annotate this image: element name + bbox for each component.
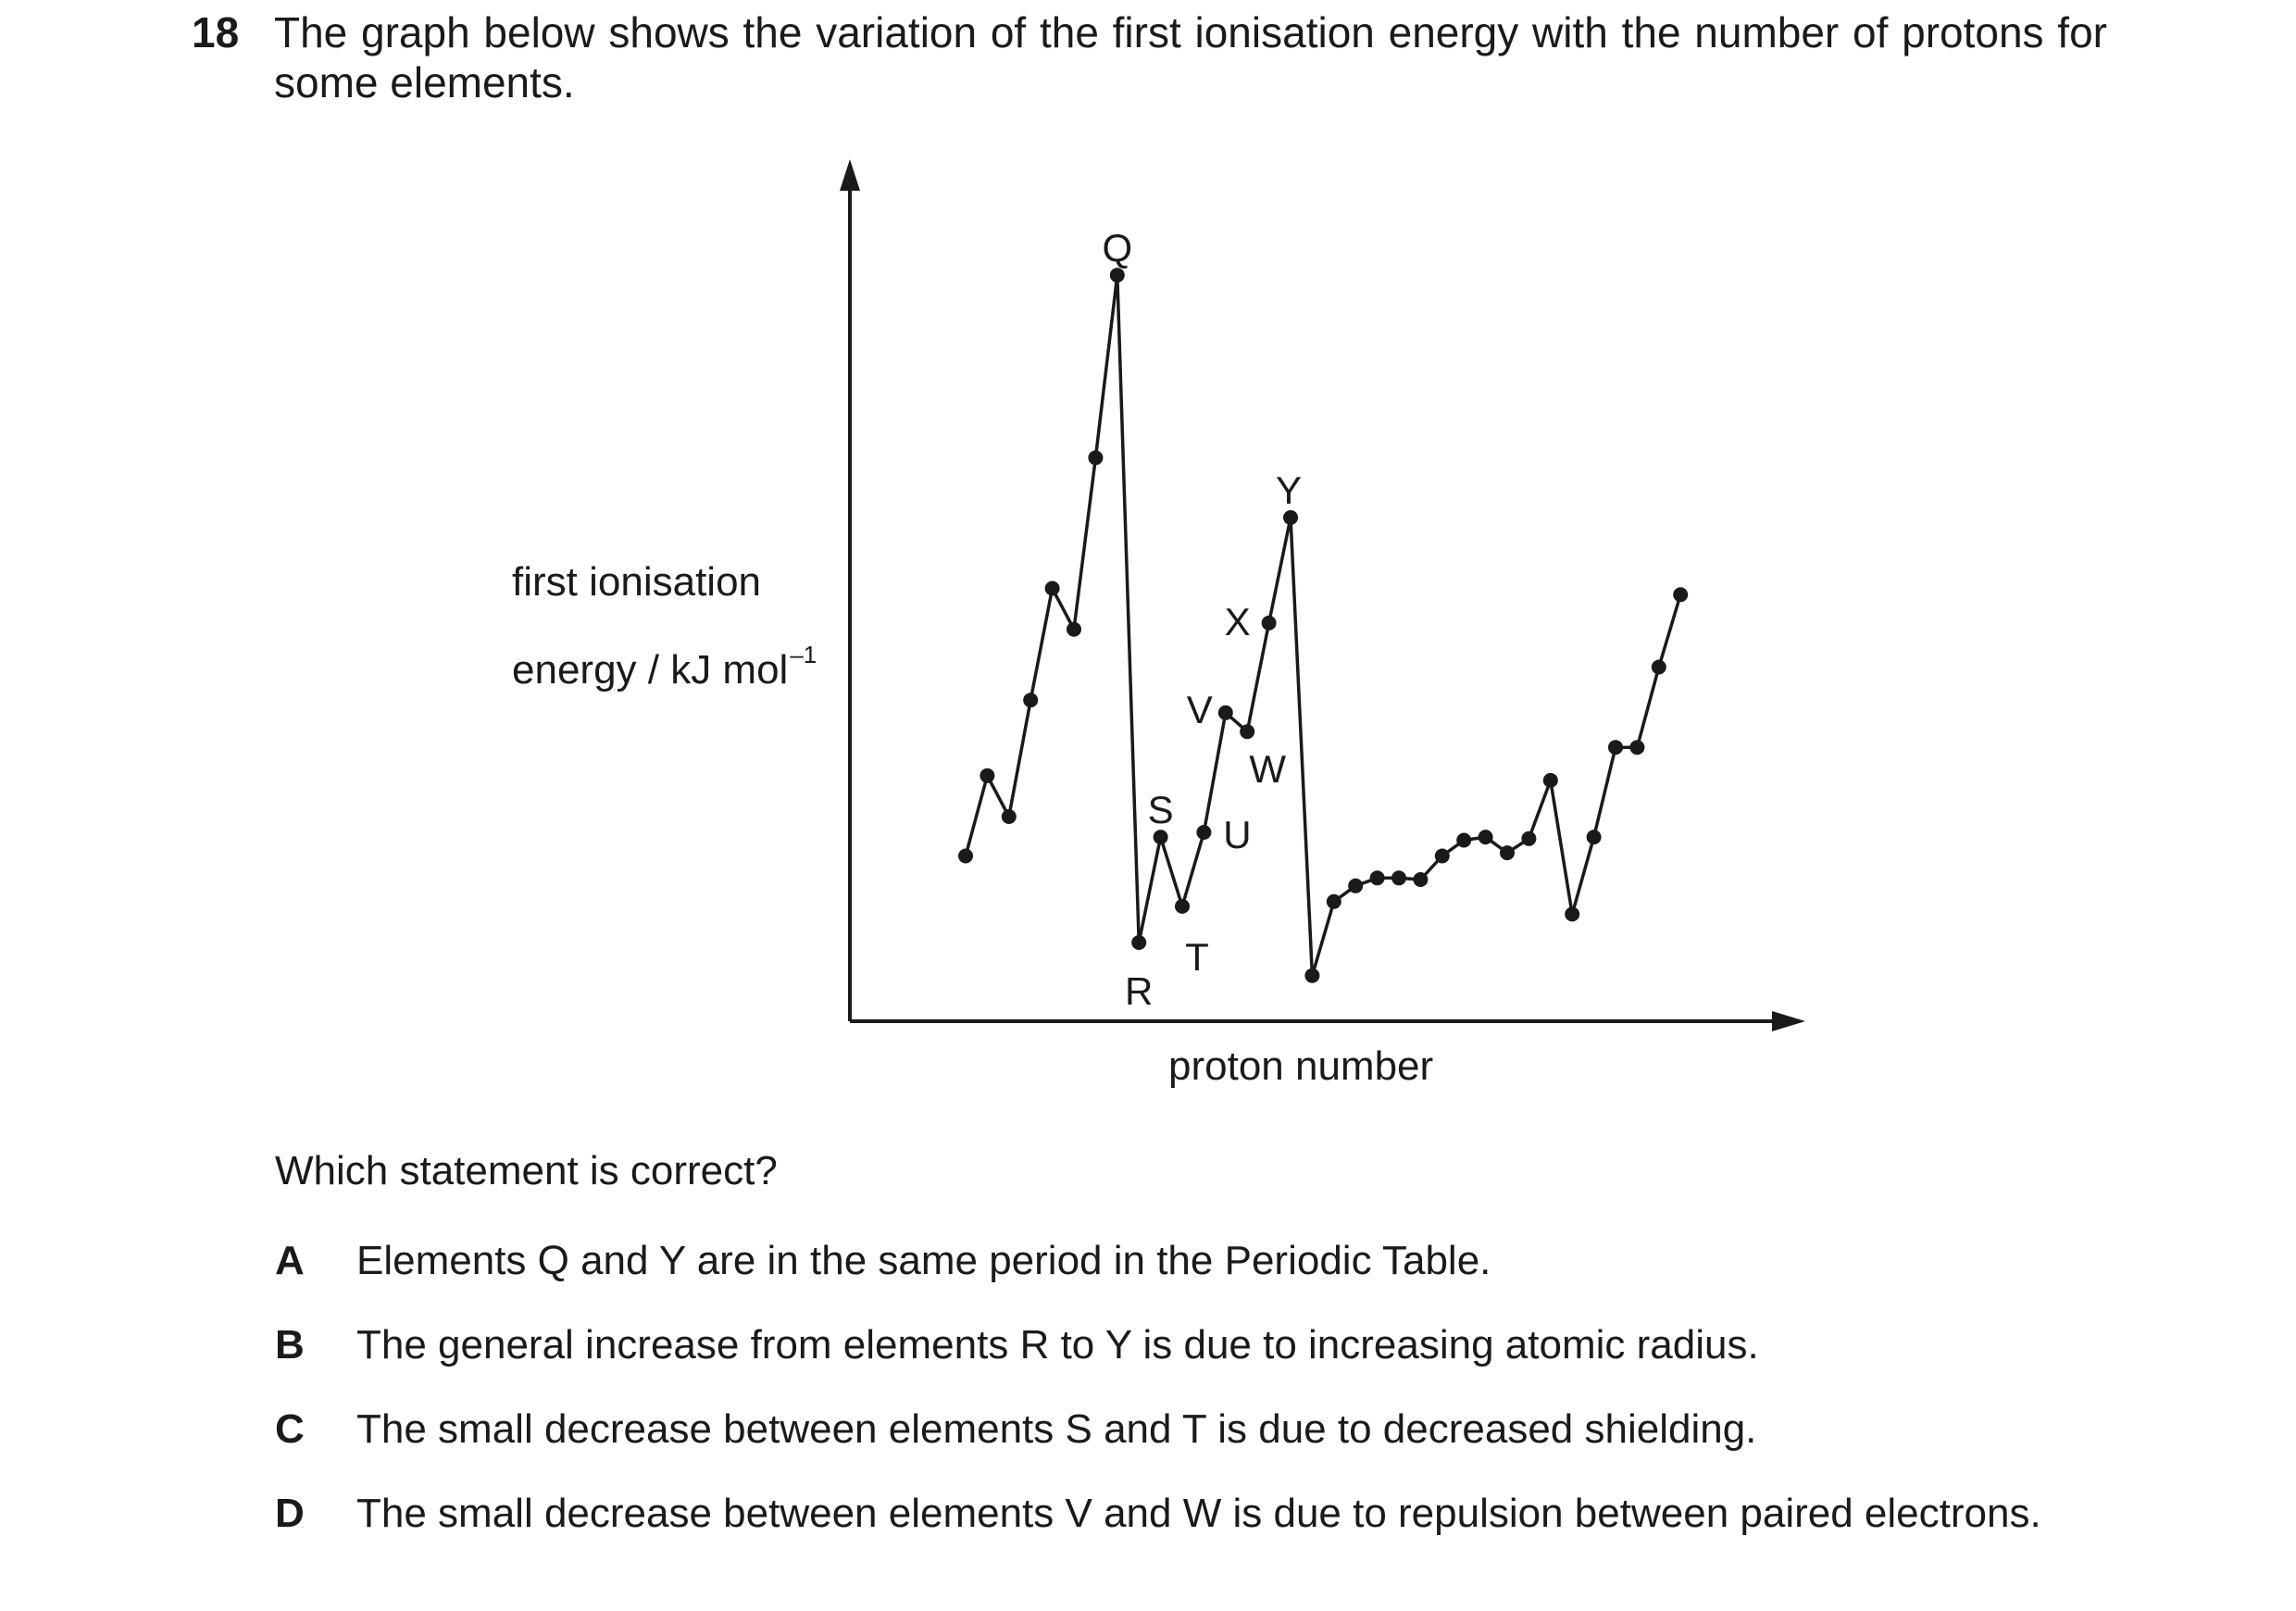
question-stem: The graph below shows the variation of t… xyxy=(274,7,2107,107)
data-point-y xyxy=(1283,510,1298,525)
data-point-1 xyxy=(958,848,973,864)
y-axis-label: first ionisation energy / kJ mol–1 xyxy=(512,546,817,706)
option-a-text: Elements Q and Y are in the same period … xyxy=(356,1238,1491,1283)
data-point-33 xyxy=(1651,659,1666,675)
option-b-text: The general increase from elements R to … xyxy=(356,1322,1759,1367)
question-stem-line-1: The graph below shows the variation of t… xyxy=(274,8,2107,56)
question-prompt: Which statement is correct? xyxy=(275,1148,778,1193)
point-label-t: T xyxy=(1185,935,1209,979)
data-point-34 xyxy=(1673,587,1689,603)
question-number: 18 xyxy=(192,8,240,56)
data-point-25 xyxy=(1478,830,1493,845)
data-point-u xyxy=(1196,825,1212,840)
data-point-21 xyxy=(1391,870,1406,886)
point-labels: Q R S T U VW X Y xyxy=(1102,226,1302,1013)
y-axis-label-line-1: first ionisation xyxy=(512,559,762,605)
data-point-28 xyxy=(1542,772,1558,788)
data-point-4 xyxy=(1023,693,1039,708)
series-line xyxy=(964,273,1682,978)
data-point-22 xyxy=(1413,872,1429,887)
option-b-letter: B xyxy=(275,1322,305,1367)
option-a-letter: A xyxy=(275,1238,305,1283)
graph-axes xyxy=(840,159,1805,1031)
point-label-s: S xyxy=(1148,788,1174,831)
data-point-s xyxy=(1153,830,1168,845)
data-point-32 xyxy=(1629,740,1645,756)
data-point-26 xyxy=(1500,845,1515,861)
option-c-text: The small decrease between elements S an… xyxy=(356,1406,1757,1452)
y-axis-arrowhead xyxy=(840,159,860,191)
data-point-7 xyxy=(1088,450,1104,466)
point-label-x: X xyxy=(1225,600,1251,643)
data-point-24 xyxy=(1456,832,1472,848)
data-point-2 xyxy=(980,768,995,783)
y-axis-label-line-2: energy / kJ mol–1 xyxy=(512,618,817,706)
option-d-letter: D xyxy=(275,1491,305,1536)
data-point-20 xyxy=(1369,870,1385,886)
x-axis-arrowhead xyxy=(1772,1011,1805,1031)
point-label-w: W xyxy=(1249,747,1286,791)
data-point-5 xyxy=(1044,581,1060,596)
data-points xyxy=(958,268,1689,983)
data-point-3 xyxy=(1001,809,1017,824)
point-label-y: Y xyxy=(1276,468,1302,512)
point-label-r: R xyxy=(1125,969,1153,1013)
point-label-u: U xyxy=(1223,813,1251,856)
x-axis-label: proton number xyxy=(1168,1043,1434,1089)
data-point-30 xyxy=(1586,830,1602,845)
data-point-17 xyxy=(1304,968,1320,983)
question-stem-line-2: some elements. xyxy=(274,58,575,106)
data-point-18 xyxy=(1326,893,1341,909)
y-axis-label-superscript: –1 xyxy=(790,641,817,668)
point-label-q: Q xyxy=(1102,226,1132,269)
data-point-29 xyxy=(1565,906,1580,922)
data-point-q xyxy=(1109,268,1125,283)
data-point-19 xyxy=(1348,878,1364,893)
data-point-r xyxy=(1131,935,1147,950)
option-c-letter: C xyxy=(275,1406,305,1452)
option-d-text: The small decrease between elements V an… xyxy=(356,1491,2041,1536)
data-point-w xyxy=(1240,724,1255,740)
data-point-v xyxy=(1217,705,1233,720)
data-point-31 xyxy=(1608,740,1623,756)
data-point-x xyxy=(1261,615,1277,631)
point-label-v: V xyxy=(1187,688,1213,731)
y-axis-label-unit: energy / kJ mol xyxy=(512,647,789,693)
data-point-27 xyxy=(1521,830,1537,846)
data-point-23 xyxy=(1434,848,1450,864)
data-point-t xyxy=(1175,898,1190,914)
data-point-6 xyxy=(1067,621,1081,637)
